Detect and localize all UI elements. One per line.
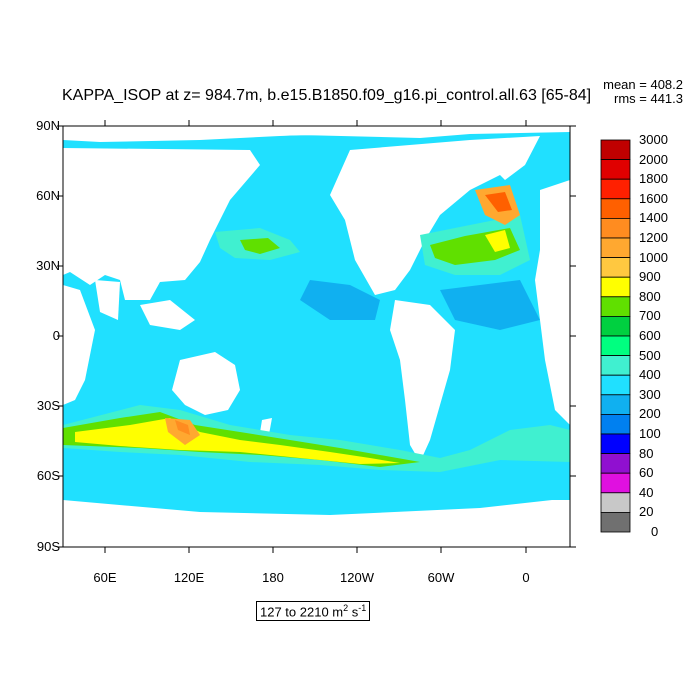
colorbar-label: 600: [639, 328, 661, 343]
colorbar-swatch: [600, 159, 631, 180]
x-tick-label: 120E: [173, 570, 205, 585]
colorbar-swatch: [600, 512, 631, 533]
colorbar-label: 3000: [639, 132, 668, 147]
colorbar-label: 900: [639, 269, 661, 285]
y-tick-label: 0: [52, 328, 60, 343]
colorbar-label: 500: [639, 347, 661, 363]
colorbar-swatch: [600, 198, 631, 219]
colorbar-label: 400: [639, 367, 661, 383]
colorbar-label: 0: [651, 524, 659, 539]
y-tick-label: 90N: [36, 118, 60, 133]
colorbar-swatch: [600, 296, 631, 317]
colorbar-swatch: [600, 257, 631, 278]
land-south-america: [390, 300, 455, 462]
x-tick-label: 60E: [93, 570, 117, 585]
land-australia: [172, 352, 240, 415]
colorbar-label: 2000: [639, 151, 668, 167]
colorbar-label: 200: [639, 406, 661, 422]
rms-stat: rms = 441.3: [613, 91, 683, 106]
colorbar-swatch: [600, 178, 631, 200]
colorbar-swatch: [600, 237, 631, 259]
colorbar-label: 700: [639, 308, 661, 324]
land-north-america: [330, 140, 505, 295]
colorbar-swatch: [600, 413, 631, 435]
land-antarctica: [63, 500, 570, 547]
mean-stat: mean = 408.2: [603, 77, 683, 92]
colorbar-swatch: [600, 472, 631, 494]
y-ticks: [57, 125, 576, 548]
map-area: [63, 126, 570, 547]
colorbar-label: 40: [639, 484, 654, 500]
colorbar-swatch: [600, 374, 631, 396]
range-label: 127 to 2210 m2 s-1: [256, 601, 371, 622]
colorbar-swatch: [600, 276, 631, 298]
colorbar-swatch: [600, 492, 631, 513]
colorbar-swatch: [600, 433, 631, 455]
colorbar-label: 100: [639, 426, 661, 441]
x-ticks: [104, 120, 527, 553]
colorbar-label: 1000: [639, 249, 668, 265]
y-tick-label: 30S: [36, 398, 60, 413]
colorbar-swatch: [600, 315, 631, 337]
colorbar: [600, 139, 631, 533]
colorbar-swatch: [600, 394, 631, 415]
land-africa: [63, 285, 95, 405]
x-tick-label: 120W: [340, 570, 374, 585]
plot-title: KAPPA_ISOP at z= 984.7m, b.e15.B1850.f09…: [62, 87, 592, 104]
y-tick-label: 60N: [36, 188, 60, 203]
colorbar-label: 800: [639, 288, 661, 304]
x-tick-label: 0: [522, 570, 530, 585]
x-tick-label: 60W: [427, 570, 455, 585]
colorbar-swatch: [600, 217, 631, 239]
land-europe-africa: [535, 180, 570, 425]
land-eurasia: [63, 148, 260, 300]
colorbar-label: 1200: [639, 230, 668, 245]
colorbar-swatch: [600, 355, 631, 376]
y-tick-label: 30N: [36, 258, 60, 273]
colorbar-label: 80: [639, 445, 654, 461]
colorbar-swatch: [600, 335, 631, 357]
y-tick-label: 60S: [36, 468, 60, 483]
y-tick-label: 90S: [36, 539, 60, 554]
colorbar-label: 60: [639, 465, 654, 481]
colorbar-swatch: [600, 453, 631, 474]
land-arctic: [63, 126, 570, 142]
x-tick-label: 180: [262, 570, 284, 585]
land-greenland: [470, 136, 540, 180]
colorbar-label: 20: [639, 504, 654, 520]
colorbar-label: 1600: [639, 190, 668, 206]
colorbar-swatch: [600, 139, 631, 161]
colorbar-label: 1800: [639, 171, 668, 187]
colorbar-label: 300: [639, 386, 661, 402]
colorbar-label: 1400: [639, 210, 668, 226]
